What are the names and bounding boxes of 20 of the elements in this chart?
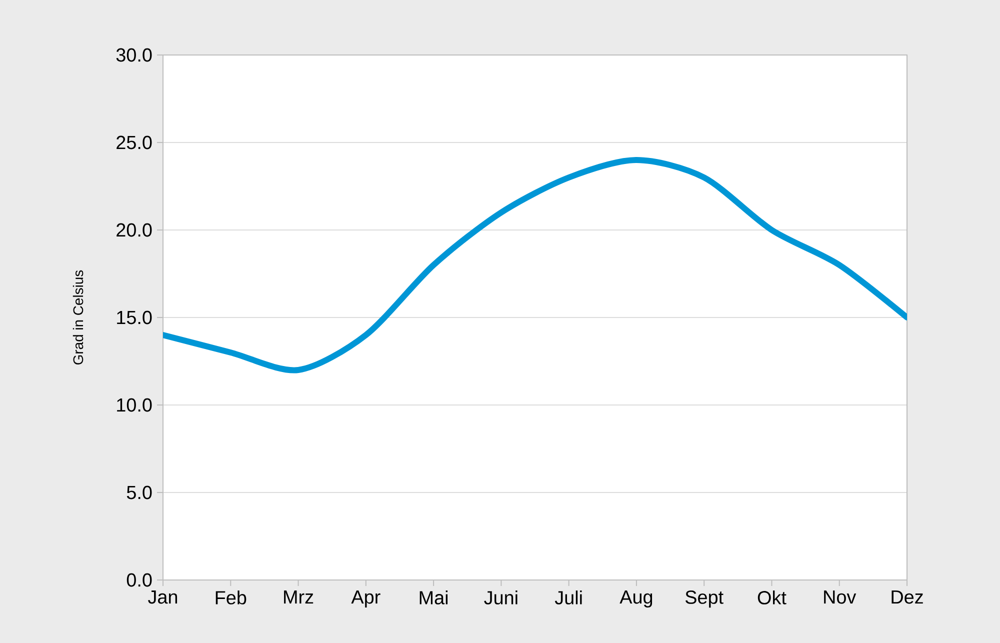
x-tick-label: Nov (824, 590, 856, 604)
y-tick-label: 0.0 (126, 573, 152, 587)
x-tick-label: Mrz (284, 590, 314, 604)
x-tick-label: Okt (758, 590, 786, 604)
x-tick-label: Jan (148, 590, 178, 604)
x-tick-label: Sept (685, 590, 724, 608)
y-tick-label: 10.0 (117, 398, 152, 412)
x-tick-label: Aug (620, 590, 652, 608)
y-tick-label: 30.0 (116, 48, 152, 62)
x-tick-label: Dez (892, 590, 923, 604)
y-tick-label: 5.0 (126, 486, 152, 500)
x-tick-label: Juli (554, 590, 582, 604)
y-tick-label: 25.0 (116, 136, 152, 150)
x-tick-label: Feb (216, 590, 246, 604)
x-tick-label: Juni (484, 590, 518, 604)
y-tick-label: 15.0 (117, 310, 152, 324)
x-tick-label: Apr (351, 590, 380, 608)
x-tick-label: Mai (420, 590, 448, 604)
y-tick-label: 20.0 (116, 223, 152, 237)
y-axis-title: Grad in Celsius (72, 270, 84, 364)
